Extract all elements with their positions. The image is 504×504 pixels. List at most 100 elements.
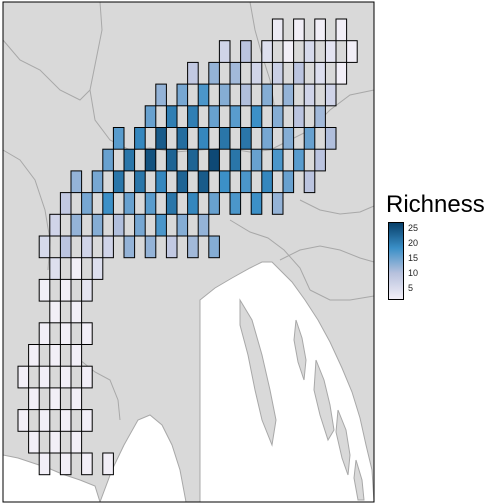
richness-cell bbox=[50, 431, 61, 453]
richness-cell bbox=[71, 431, 82, 453]
richness-cell bbox=[103, 453, 114, 475]
richness-cell bbox=[251, 149, 262, 171]
richness-cell bbox=[156, 214, 167, 236]
richness-cell bbox=[315, 19, 326, 41]
richness-cell bbox=[82, 410, 93, 432]
richness-cell bbox=[166, 236, 177, 258]
richness-cell bbox=[283, 41, 294, 63]
richness-cell bbox=[325, 84, 336, 106]
legend-title: Richness bbox=[386, 192, 485, 218]
richness-cell bbox=[39, 323, 50, 345]
richness-cell bbox=[60, 366, 71, 388]
richness-cell bbox=[29, 431, 40, 453]
richness-cell bbox=[336, 19, 347, 41]
richness-cell bbox=[103, 193, 114, 215]
richness-cell bbox=[113, 214, 124, 236]
richness-cell bbox=[166, 193, 177, 215]
richness-cell bbox=[315, 106, 326, 128]
richness-cell bbox=[18, 366, 29, 388]
richness-cell bbox=[325, 128, 336, 150]
richness-cell bbox=[50, 301, 61, 323]
richness-cell bbox=[251, 62, 262, 84]
legend: Richness 25 20 15 10 5 bbox=[386, 192, 498, 312]
legend-tick-20: 20 bbox=[408, 238, 418, 248]
richness-cell bbox=[135, 214, 146, 236]
richness-cell bbox=[92, 258, 103, 280]
richness-cell bbox=[177, 128, 188, 150]
richness-cell bbox=[188, 106, 199, 128]
richness-cell bbox=[304, 171, 315, 193]
richness-cell bbox=[188, 149, 199, 171]
richness-cell bbox=[71, 301, 82, 323]
richness-cell bbox=[113, 171, 124, 193]
richness-cell bbox=[272, 106, 283, 128]
richness-cell bbox=[251, 106, 262, 128]
richness-cell bbox=[272, 62, 283, 84]
richness-cell bbox=[71, 214, 82, 236]
richness-cell bbox=[294, 149, 305, 171]
richness-cell bbox=[294, 106, 305, 128]
richness-cell bbox=[198, 214, 209, 236]
richness-cell bbox=[71, 171, 82, 193]
richness-cell bbox=[50, 258, 61, 280]
richness-cell bbox=[177, 171, 188, 193]
richness-cell bbox=[209, 149, 220, 171]
richness-cell bbox=[209, 62, 220, 84]
richness-cell bbox=[135, 128, 146, 150]
richness-cell bbox=[251, 193, 262, 215]
richness-cell bbox=[103, 236, 114, 258]
richness-cell bbox=[135, 171, 146, 193]
legend-tick-5: 5 bbox=[408, 283, 413, 293]
richness-cell bbox=[113, 128, 124, 150]
richness-cell bbox=[166, 106, 177, 128]
richness-cell bbox=[315, 149, 326, 171]
richness-cell bbox=[145, 193, 156, 215]
richness-cell bbox=[188, 62, 199, 84]
richness-cell bbox=[241, 128, 252, 150]
richness-cell bbox=[315, 62, 326, 84]
richness-cell bbox=[272, 193, 283, 215]
richness-cell bbox=[283, 84, 294, 106]
richness-cell bbox=[230, 149, 241, 171]
richness-cell bbox=[145, 236, 156, 258]
richness-cell bbox=[60, 410, 71, 432]
richness-cell bbox=[188, 236, 199, 258]
richness-cell bbox=[304, 41, 315, 63]
richness-cell bbox=[198, 84, 209, 106]
richness-cell bbox=[209, 106, 220, 128]
richness-cell bbox=[241, 41, 252, 63]
richness-cell bbox=[156, 128, 167, 150]
richness-cell bbox=[39, 366, 50, 388]
legend-tick-25: 25 bbox=[408, 223, 418, 233]
richness-cell bbox=[219, 128, 230, 150]
richness-cell bbox=[230, 62, 241, 84]
richness-cell bbox=[39, 410, 50, 432]
richness-cell bbox=[71, 388, 82, 410]
richness-cell bbox=[347, 41, 358, 63]
richness-cell bbox=[177, 84, 188, 106]
richness-cell bbox=[50, 345, 61, 367]
legend-tick-15: 15 bbox=[408, 253, 418, 263]
richness-cell bbox=[71, 258, 82, 280]
richness-cell bbox=[272, 19, 283, 41]
richness-cell bbox=[82, 193, 93, 215]
richness-cell bbox=[198, 128, 209, 150]
richness-cell bbox=[82, 453, 93, 475]
richness-cell bbox=[283, 128, 294, 150]
richness-cell bbox=[60, 279, 71, 301]
richness-cell bbox=[82, 236, 93, 258]
richness-cell bbox=[219, 84, 230, 106]
richness-cell bbox=[71, 345, 82, 367]
richness-cell bbox=[60, 193, 71, 215]
richness-cell bbox=[92, 214, 103, 236]
richness-cell bbox=[219, 41, 230, 63]
richness-cell bbox=[82, 279, 93, 301]
richness-cell bbox=[177, 214, 188, 236]
richness-cell bbox=[209, 193, 220, 215]
richness-cell bbox=[272, 149, 283, 171]
richness-cell bbox=[294, 19, 305, 41]
richness-cell bbox=[156, 171, 167, 193]
richness-cell bbox=[92, 171, 103, 193]
richness-cell bbox=[219, 171, 230, 193]
richness-cell bbox=[124, 236, 135, 258]
